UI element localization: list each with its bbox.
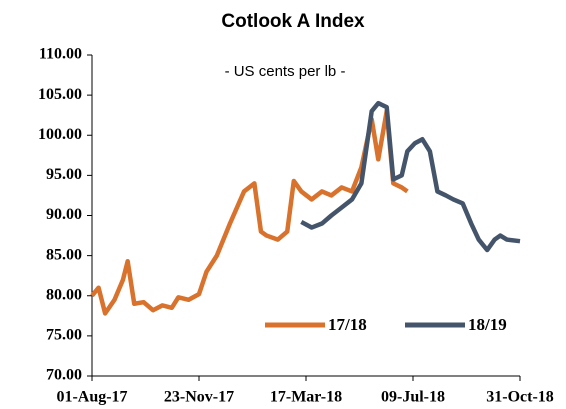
legend-label: 18/19	[468, 315, 507, 334]
y-tick-label: 100.00	[38, 126, 82, 143]
x-tick-label: 31-Oct-18	[486, 389, 554, 406]
line-series	[300, 100, 521, 253]
y-tick-label: 90.00	[46, 206, 82, 223]
legend-label: 17/18	[328, 315, 367, 334]
x-tick-label: 01-Aug-17	[56, 389, 127, 406]
x-tick-label: 23-Nov-17	[164, 389, 234, 406]
y-tick-label: 95.00	[46, 166, 82, 183]
y-tick-label: 75.00	[46, 327, 82, 344]
y-tick-label: 85.00	[46, 246, 82, 263]
x-tick-label: 09-Jul-18	[381, 389, 445, 406]
y-tick-label: 105.00	[38, 86, 82, 103]
chart-subtitle: - US cents per lb -	[225, 63, 346, 80]
chart-title: Cotlook A Index	[221, 11, 365, 32]
line-series	[90, 108, 409, 316]
y-tick-label: 70.00	[46, 367, 82, 384]
y-tick-label: 110.00	[39, 46, 82, 63]
y-tick-label: 80.00	[46, 286, 82, 303]
x-tick-label: 17-Mar-18	[270, 389, 342, 406]
